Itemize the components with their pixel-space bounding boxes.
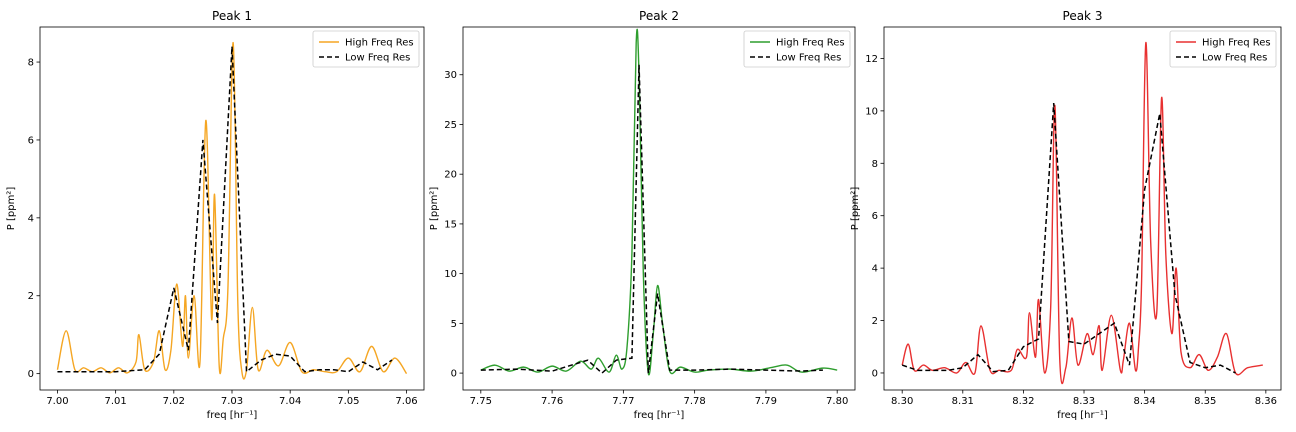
y-tick-label: 12 [865,54,878,65]
legend-entry: Low Freq Res [1202,53,1267,64]
legend-entry: Low Freq Res [345,53,410,64]
plot-frame [883,26,1282,391]
x-tick-label: 7.04 [279,396,301,407]
x-tick-label: 7.03 [221,396,243,407]
y-tick-label: 4 [28,213,34,224]
x-tick-label: 7.06 [395,396,417,407]
x-tick-label: 7.76 [541,396,563,407]
legend-entry: High Freq Res [1202,38,1271,49]
x-tick-label: 7.05 [337,396,359,407]
y-tick-label: 25 [444,120,457,131]
legend-entry: High Freq Res [345,38,414,49]
y-tick-label: 20 [444,170,457,181]
x-tick-label: 7.80 [826,396,848,407]
chart-panel-3: 8.30 8.31 8.32 8.33 8.34 8.35 8.36 0 2 4 6 8 10 12 Pea… [850,9,1282,421]
legend-box [743,30,851,68]
y-tick-label: 4 [872,264,878,275]
chart-panel-1: 7.00 7.01 7.02 7.03 7.04 7.05 7.06 0 2 4 6 8 Peak 1 f… [6,9,425,421]
chart-title: Peak 3 [1063,9,1103,23]
y-axis-label: P [ppm²] [850,187,861,231]
y-tick-label: 8 [28,58,34,69]
x-tick-label: 8.36 [1255,396,1277,407]
y-axis-label: P [ppm²] [6,187,17,231]
chart-title: Peak 1 [212,9,252,23]
y-tick-label: 8 [872,159,878,170]
legend: High Freq Res Low Freq Res [1169,30,1277,68]
x-tick-label: 7.00 [46,396,68,407]
series-line-high-freq-res [56,41,408,380]
y-tick-label: 6 [872,211,878,222]
x-axis-label: freq [hr⁻¹] [1057,410,1108,421]
series-line-high-freq-res [901,42,1263,385]
x-tick-label: 8.30 [891,396,913,407]
y-tick-label: 2 [28,291,34,302]
legend-entry: Low Freq Res [776,53,841,64]
x-axis-label: freq [hr⁻¹] [634,410,685,421]
plot-frame [462,26,856,391]
x-axis-label: freq [hr⁻¹] [207,410,258,421]
legend: High Freq Res Low Freq Res [743,30,851,68]
x-tick-label: 8.35 [1194,396,1216,407]
y-axis-label: P [ppm²] [429,187,440,231]
x-tick-label: 7.75 [470,396,492,407]
y-tick-label: 0 [872,368,878,379]
legend-box [1169,30,1277,68]
x-tick-label: 7.78 [684,396,706,407]
y-tick-label: 10 [444,269,457,280]
y-tick-label: 0 [451,369,457,380]
x-tick-label: 8.34 [1133,396,1155,407]
y-tick-label: 2 [872,316,878,327]
legend-entry: High Freq Res [776,38,845,49]
y-tick-label: 15 [444,219,457,230]
series-line-low-freq-res [480,64,823,375]
y-tick-label: 30 [444,70,457,81]
y-tick-label: 5 [451,319,457,330]
legend-box [312,30,420,68]
chart-panel-2: 7.75 7.76 7.77 7.78 7.79 7.80 0 5 10 15 20 25 30 Peak… [429,9,856,421]
y-tick-label: 0 [28,369,34,380]
x-tick-label: 7.01 [105,396,127,407]
legend: High Freq Res Low Freq Res [312,30,420,68]
x-tick-label: 7.77 [612,396,634,407]
y-tick-label: 10 [865,106,878,117]
y-tick-label: 6 [28,135,34,146]
x-tick-label: 8.31 [952,396,974,407]
series-line-low-freq-res [57,46,393,374]
x-tick-label: 7.02 [163,396,185,407]
chart-title: Peak 2 [639,9,679,23]
series-line-high-freq-res [480,28,838,376]
x-tick-label: 7.79 [755,396,777,407]
series-line-low-freq-res [901,102,1236,374]
x-tick-label: 8.32 [1012,396,1034,407]
x-tick-label: 8.33 [1073,396,1095,407]
